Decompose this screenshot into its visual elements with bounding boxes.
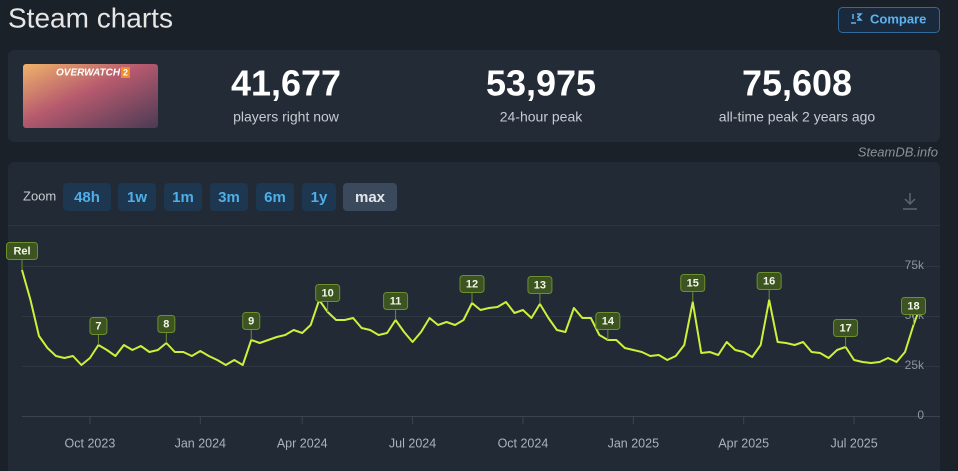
annotation-box (157, 315, 176, 333)
zoom-buttons: 48h 1w 1m 3m 6m 1y max (63, 183, 397, 211)
annotation-box (315, 284, 341, 302)
annotation-label: 18 (907, 300, 919, 312)
x-tick-label: Jul 2025 (830, 436, 877, 450)
annotation-label: Rel (13, 245, 30, 257)
zoom-option: 3m (218, 189, 240, 206)
annotation-box (680, 274, 706, 292)
annotation-label: 17 (839, 322, 851, 334)
zoom-option: max (355, 189, 386, 206)
zoom-button-bg (343, 183, 397, 211)
zoom-option: 1w (127, 189, 147, 206)
annotation[interactable]: 11 (383, 292, 409, 321)
compare-icon (851, 13, 863, 24)
compare-button-bg (838, 7, 940, 33)
annotation-box (595, 312, 621, 330)
annotation[interactable]: 9 (242, 312, 261, 341)
annotation[interactable]: Rel (6, 242, 38, 271)
compare-label: Compare (870, 11, 926, 26)
zoom-button[interactable]: 1y (302, 183, 336, 211)
page-title: Steam charts (8, 2, 173, 33)
game-image: OVERWATCH 2 (23, 64, 158, 128)
annotation-box (6, 242, 38, 260)
annotation-label: 7 (95, 320, 101, 332)
zoom-button[interactable]: 1m (164, 183, 202, 211)
zoom-button[interactable]: 3m (210, 183, 248, 211)
zoom-option: 48h (74, 189, 100, 206)
y-tick-label: 25k (905, 358, 925, 372)
stat-value: 53,975 (486, 63, 596, 104)
zoom-button[interactable]: 6m (256, 183, 294, 211)
compare-button[interactable]: Compare (838, 7, 940, 33)
zoom-option: 1y (311, 189, 328, 206)
zoom-button[interactable]: 1w (118, 183, 156, 211)
annotation[interactable]: 16 (756, 272, 782, 301)
stats-card (8, 50, 940, 142)
annotation-box (383, 292, 409, 310)
game-art (23, 64, 158, 128)
annotation-label: 11 (390, 295, 402, 307)
annotation[interactable]: 17 (833, 319, 859, 348)
zoom-button-bg (164, 183, 202, 211)
annotation-label: 9 (248, 315, 254, 327)
annotation[interactable]: 10 (315, 284, 341, 313)
download-icon[interactable] (903, 193, 917, 210)
stat-value: 75,608 (742, 63, 852, 104)
annotation-label: 14 (602, 315, 615, 327)
annotation-label: 8 (163, 318, 169, 330)
annotation-box (901, 297, 927, 315)
annotation[interactable]: 8 (157, 315, 176, 344)
game-logo-badge: 2 (123, 67, 128, 77)
zoom-button[interactable]: max (343, 183, 397, 211)
stats: 41,677 players right now 53,975 24-hour pea… (231, 63, 875, 125)
stat-label: 24-hour peak (500, 109, 584, 125)
zoom-button-bg (118, 183, 156, 211)
annotation-box (459, 275, 485, 293)
zoom-button-bg (256, 183, 294, 211)
x-tick-label: Oct 2023 (65, 436, 116, 450)
stat-label: players right now (233, 109, 340, 125)
x-tick-label: Jul 2024 (389, 436, 436, 450)
annotation-box (527, 276, 553, 294)
stat-label: all-time peak 2 years ago (719, 109, 876, 125)
zoom-option: 6m (264, 189, 286, 206)
annotation-box (242, 312, 261, 330)
logo-badge-bg (121, 67, 130, 78)
y-tick-label: 0 (917, 408, 924, 422)
zoom-button-bg (210, 183, 248, 211)
source: SteamDB.info (858, 144, 938, 159)
annotation[interactable]: 18 (901, 297, 927, 326)
annotation-label: 10 (322, 287, 334, 299)
zoom-label: Zoom (23, 188, 56, 203)
annotation[interactable]: 7 (89, 317, 108, 346)
annotation-box (89, 317, 108, 335)
annotation-label: 16 (763, 275, 775, 287)
annotation-label: 12 (466, 278, 478, 290)
annotation-box (756, 272, 782, 290)
game-logo: OVERWATCH (56, 68, 121, 79)
y-tick-label: 75k (905, 258, 925, 272)
zoom-button-bg (63, 183, 111, 211)
zoom-option: 1m (172, 189, 194, 206)
zoom-button[interactable]: 48h (63, 183, 111, 211)
annotation-label: 15 (687, 277, 699, 289)
annotation-box (833, 319, 859, 337)
x-tick-label: Apr 2025 (718, 436, 769, 450)
zoom-button-bg (302, 183, 336, 211)
x-tick-label: Oct 2024 (498, 436, 549, 450)
annotation[interactable]: 13 (527, 276, 553, 305)
annotation[interactable]: 15 (680, 274, 706, 303)
annotation[interactable]: 14 (595, 312, 621, 341)
stat-value: 41,677 (231, 63, 341, 104)
x-tick-label: Jan 2025 (608, 436, 659, 450)
annotation-label: 13 (534, 279, 546, 291)
x-tick-label: Apr 2024 (277, 436, 328, 450)
annotation[interactable]: 12 (459, 275, 485, 304)
x-tick-label: Jan 2024 (175, 436, 226, 450)
